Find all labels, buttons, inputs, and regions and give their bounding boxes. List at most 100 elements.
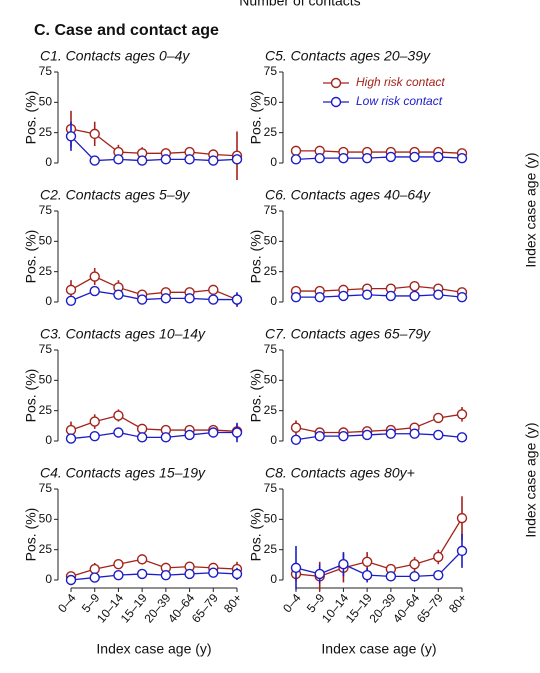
y-tick-label: 50: [39, 512, 53, 526]
point: [231, 568, 243, 580]
y-tick-label: 0: [270, 572, 277, 586]
point: [65, 295, 77, 306]
chart-title: C1. Contacts ages 0–4y: [40, 48, 190, 64]
point: [160, 432, 172, 443]
point: [338, 559, 349, 570]
point: [89, 128, 100, 140]
series-line: [295, 517, 463, 578]
right-label: Index case age (y): [523, 152, 539, 267]
point: [89, 572, 100, 583]
y-tick-label: 0: [45, 294, 52, 308]
point: [361, 152, 373, 164]
point: [208, 284, 219, 296]
legend-marker: [330, 96, 342, 108]
x-tick-label: 0–4: [280, 591, 304, 616]
point: [208, 427, 219, 438]
x-tick-label: 65–79: [189, 591, 221, 626]
point: [89, 155, 100, 166]
point: [433, 551, 444, 563]
y-axis-label: Pos. (%): [23, 91, 39, 145]
x-axis-label: Index case age (y): [321, 641, 436, 657]
point: [361, 429, 373, 441]
right-label: Index case age (y): [523, 422, 539, 537]
y-tick-label: 0: [45, 572, 52, 586]
y-tick-label: 0: [45, 433, 52, 447]
point: [113, 154, 124, 165]
y-axis-label: Pos. (%): [248, 91, 264, 145]
point: [290, 422, 302, 433]
y-tick-label: 75: [264, 64, 278, 78]
y-tick-label: 0: [270, 155, 277, 169]
point: [231, 427, 243, 438]
point: [409, 290, 420, 302]
point: [208, 567, 219, 578]
y-tick-label: 25: [264, 264, 278, 278]
point: [136, 423, 148, 435]
point: [65, 574, 77, 586]
point: [409, 151, 420, 163]
point: [456, 409, 468, 420]
point: [290, 145, 302, 157]
point: [208, 155, 219, 166]
point: [89, 271, 100, 282]
y-tick-label: 75: [39, 64, 53, 78]
y-tick-label: 25: [39, 264, 53, 278]
point: [113, 569, 124, 581]
y-axis-label: Pos. (%): [248, 369, 264, 423]
point: [89, 416, 100, 427]
point: [113, 289, 124, 300]
point: [65, 433, 77, 444]
point: [184, 568, 195, 580]
point: [385, 151, 397, 163]
x-tick-label: 80+: [221, 591, 245, 616]
point: [456, 152, 468, 164]
point: [136, 568, 148, 580]
point: [65, 424, 77, 436]
point: [231, 154, 243, 165]
point: [65, 284, 77, 296]
point: [184, 154, 195, 165]
y-tick-label: 75: [39, 481, 53, 495]
chart-title: C4. Contacts ages 15–19y: [40, 465, 206, 481]
point: [456, 291, 468, 303]
point: [409, 281, 420, 292]
point: [456, 545, 468, 557]
chart-title: C7. Contacts ages 65–79y: [265, 326, 431, 342]
y-tick-label: 25: [39, 542, 53, 556]
chart-title: C6. Contacts ages 40–64y: [265, 187, 431, 203]
chart-title: C5. Contacts ages 20–39y: [265, 48, 431, 64]
point: [385, 290, 397, 302]
x-axis-label: Index case age (y): [96, 641, 211, 657]
point: [338, 430, 349, 442]
y-axis-label: Pos. (%): [23, 508, 39, 562]
y-tick-label: 75: [39, 203, 53, 217]
y-tick-label: 50: [264, 512, 278, 526]
point: [89, 285, 100, 297]
point: [409, 428, 420, 439]
point: [409, 571, 420, 582]
point: [113, 427, 124, 438]
point: [433, 289, 444, 300]
y-tick-label: 75: [39, 342, 53, 356]
point: [456, 432, 468, 443]
point: [65, 131, 77, 142]
point: [160, 154, 172, 165]
point: [409, 559, 420, 570]
x-tick-label: 0–4: [55, 591, 79, 616]
point: [113, 410, 124, 421]
y-tick-label: 75: [264, 203, 278, 217]
point: [136, 554, 148, 565]
y-tick-label: 25: [39, 125, 53, 139]
point: [160, 569, 172, 581]
legend-marker: [330, 77, 342, 89]
top-label: Number of contacts: [239, 0, 360, 9]
legend-label: Low risk contact: [356, 94, 443, 108]
point: [433, 569, 444, 581]
point: [314, 430, 325, 442]
point: [361, 556, 373, 567]
point: [314, 568, 325, 580]
y-tick-label: 75: [264, 481, 278, 495]
y-tick-label: 25: [264, 542, 278, 556]
chart-title: C8. Contacts ages 80y+: [265, 465, 415, 481]
